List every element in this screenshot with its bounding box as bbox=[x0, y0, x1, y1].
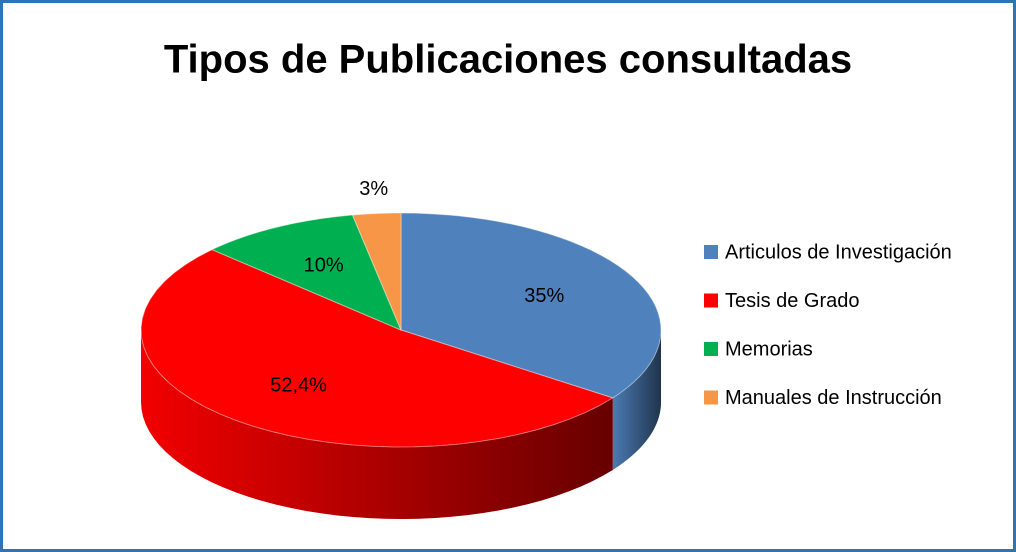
legend-label: Manuales de Instrucción bbox=[725, 387, 942, 409]
legend-swatch bbox=[704, 245, 718, 259]
slice bbox=[400, 212, 662, 399]
legend-swatch bbox=[704, 342, 718, 356]
slice-side-shade bbox=[612, 330, 661, 470]
slice bbox=[140, 249, 614, 448]
data-label: 10% bbox=[304, 255, 344, 277]
slice bbox=[210, 214, 402, 331]
data-label: 35% bbox=[524, 285, 564, 307]
legend-label: Tesis de Grado bbox=[725, 290, 860, 312]
data-label: 3% bbox=[359, 178, 388, 200]
chart-title: Tipos de Publicaciones consultadas bbox=[164, 38, 852, 82]
slice bbox=[351, 212, 402, 331]
data-label: 52,4% bbox=[270, 374, 327, 396]
slice-side-shade bbox=[141, 330, 613, 519]
legend-label: Articulos de Investigación bbox=[725, 241, 952, 263]
legend-swatch bbox=[704, 293, 718, 308]
legend-label: Memorias bbox=[725, 338, 813, 360]
legend-swatch bbox=[704, 390, 718, 405]
